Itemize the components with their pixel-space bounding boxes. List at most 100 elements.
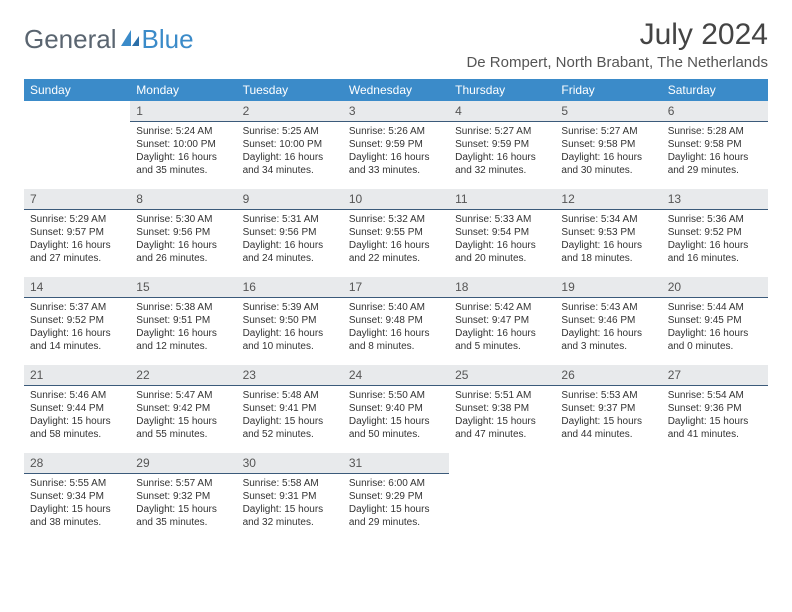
day-number: 13 <box>662 189 768 210</box>
day-number: 27 <box>662 365 768 386</box>
day-number: 17 <box>343 277 449 298</box>
weekday-header: Sunday <box>24 79 130 101</box>
sunrise-line: Sunrise: 5:34 AM <box>561 213 655 226</box>
calendar-cell: 11Sunrise: 5:33 AMSunset: 9:54 PMDayligh… <box>449 189 555 277</box>
sunrise-line: Sunrise: 5:43 AM <box>561 301 655 314</box>
sunset-line: Sunset: 9:52 PM <box>30 314 124 327</box>
calendar-cell: 20Sunrise: 5:44 AMSunset: 9:45 PMDayligh… <box>662 277 768 365</box>
sunset-line: Sunset: 9:54 PM <box>455 226 549 239</box>
calendar-cell: 13Sunrise: 5:36 AMSunset: 9:52 PMDayligh… <box>662 189 768 277</box>
calendar-cell: 28Sunrise: 5:55 AMSunset: 9:34 PMDayligh… <box>24 453 130 541</box>
day-number: 4 <box>449 101 555 122</box>
sunset-line: Sunset: 9:50 PM <box>243 314 337 327</box>
day-body: Sunrise: 5:25 AMSunset: 10:00 PMDaylight… <box>237 122 343 183</box>
day-number: 8 <box>130 189 236 210</box>
daylight-line: Daylight: 15 hours and 47 minutes. <box>455 415 549 441</box>
calendar-cell: 30Sunrise: 5:58 AMSunset: 9:31 PMDayligh… <box>237 453 343 541</box>
sunset-line: Sunset: 9:58 PM <box>668 138 762 151</box>
daylight-line: Daylight: 16 hours and 12 minutes. <box>136 327 230 353</box>
location: De Rompert, North Brabant, The Netherlan… <box>466 54 768 71</box>
day-number: 9 <box>237 189 343 210</box>
sunset-line: Sunset: 9:55 PM <box>349 226 443 239</box>
sunrise-line: Sunrise: 5:50 AM <box>349 389 443 402</box>
daylight-line: Daylight: 16 hours and 22 minutes. <box>349 239 443 265</box>
sunset-line: Sunset: 9:32 PM <box>136 490 230 503</box>
daylight-line: Daylight: 16 hours and 33 minutes. <box>349 151 443 177</box>
day-number: 14 <box>24 277 130 298</box>
daylight-line: Daylight: 15 hours and 32 minutes. <box>243 503 337 529</box>
calendar-row: 14Sunrise: 5:37 AMSunset: 9:52 PMDayligh… <box>24 277 768 365</box>
daylight-line: Daylight: 15 hours and 52 minutes. <box>243 415 337 441</box>
sail-icon <box>119 24 141 55</box>
sunrise-line: Sunrise: 5:36 AM <box>668 213 762 226</box>
day-body: Sunrise: 6:00 AMSunset: 9:29 PMDaylight:… <box>343 474 449 535</box>
day-body: Sunrise: 5:50 AMSunset: 9:40 PMDaylight:… <box>343 386 449 447</box>
day-body: Sunrise: 5:31 AMSunset: 9:56 PMDaylight:… <box>237 210 343 271</box>
day-number: 6 <box>662 101 768 122</box>
calendar-cell: 31Sunrise: 6:00 AMSunset: 9:29 PMDayligh… <box>343 453 449 541</box>
day-body: Sunrise: 5:26 AMSunset: 9:59 PMDaylight:… <box>343 122 449 183</box>
calendar-cell: 25Sunrise: 5:51 AMSunset: 9:38 PMDayligh… <box>449 365 555 453</box>
calendar-cell: 15Sunrise: 5:38 AMSunset: 9:51 PMDayligh… <box>130 277 236 365</box>
sunset-line: Sunset: 9:41 PM <box>243 402 337 415</box>
sunset-line: Sunset: 9:45 PM <box>668 314 762 327</box>
sunrise-line: Sunrise: 5:58 AM <box>243 477 337 490</box>
day-number: 11 <box>449 189 555 210</box>
day-body: Sunrise: 5:33 AMSunset: 9:54 PMDaylight:… <box>449 210 555 271</box>
sunrise-line: Sunrise: 5:25 AM <box>243 125 337 138</box>
calendar-cell: 21Sunrise: 5:46 AMSunset: 9:44 PMDayligh… <box>24 365 130 453</box>
sunset-line: Sunset: 9:44 PM <box>30 402 124 415</box>
daylight-line: Daylight: 15 hours and 29 minutes. <box>349 503 443 529</box>
page-title: July 2024 <box>466 18 768 52</box>
calendar-cell: 2Sunrise: 5:25 AMSunset: 10:00 PMDayligh… <box>237 101 343 189</box>
calendar-cell <box>449 453 555 541</box>
calendar-cell: 3Sunrise: 5:26 AMSunset: 9:59 PMDaylight… <box>343 101 449 189</box>
day-body: Sunrise: 5:40 AMSunset: 9:48 PMDaylight:… <box>343 298 449 359</box>
calendar-cell: 29Sunrise: 5:57 AMSunset: 9:32 PMDayligh… <box>130 453 236 541</box>
calendar-cell: 10Sunrise: 5:32 AMSunset: 9:55 PMDayligh… <box>343 189 449 277</box>
sunrise-line: Sunrise: 5:57 AM <box>136 477 230 490</box>
sunset-line: Sunset: 9:58 PM <box>561 138 655 151</box>
weekday-header: Saturday <box>662 79 768 101</box>
calendar-cell: 16 Sunrise: 5:39 AMSunset: 9:50 PMDayligh… <box>237 277 343 365</box>
day-body: Sunrise: 5:24 AMSunset: 10:00 PMDaylight… <box>130 122 236 183</box>
sunrise-line: Sunrise: 5:46 AM <box>30 389 124 402</box>
day-number: 18 <box>449 277 555 298</box>
sunset-line: Sunset: 9:51 PM <box>136 314 230 327</box>
calendar-cell: 5Sunrise: 5:27 AMSunset: 9:58 PMDaylight… <box>555 101 661 189</box>
day-number: 12 <box>555 189 661 210</box>
sunset-line: Sunset: 9:40 PM <box>349 402 443 415</box>
daylight-line: Daylight: 16 hours and 29 minutes. <box>668 151 762 177</box>
day-body: Sunrise: 5:42 AMSunset: 9:47 PMDaylight:… <box>449 298 555 359</box>
calendar-cell: 22Sunrise: 5:47 AMSunset: 9:42 PMDayligh… <box>130 365 236 453</box>
sunrise-line: Sunrise: 5:53 AM <box>561 389 655 402</box>
day-number: 25 <box>449 365 555 386</box>
sunrise-line: Sunrise: 5:33 AM <box>455 213 549 226</box>
sunset-line: Sunset: 9:59 PM <box>455 138 549 151</box>
day-body: Sunrise: 5:27 AMSunset: 9:58 PMDaylight:… <box>555 122 661 183</box>
sunrise-line: Sunrise: 5:39 AM <box>243 301 337 314</box>
calendar-cell: 4Sunrise: 5:27 AMSunset: 9:59 PMDaylight… <box>449 101 555 189</box>
calendar-cell: 24Sunrise: 5:50 AMSunset: 9:40 PMDayligh… <box>343 365 449 453</box>
day-body: Sunrise: 5:27 AMSunset: 9:59 PMDaylight:… <box>449 122 555 183</box>
day-body: Sunrise: 5:44 AMSunset: 9:45 PMDaylight:… <box>662 298 768 359</box>
daylight-line: Daylight: 16 hours and 10 minutes. <box>243 327 337 353</box>
daylight-line: Daylight: 15 hours and 38 minutes. <box>30 503 124 529</box>
daylight-line: Daylight: 16 hours and 18 minutes. <box>561 239 655 265</box>
calendar-cell: 9Sunrise: 5:31 AMSunset: 9:56 PMDaylight… <box>237 189 343 277</box>
day-number: 28 <box>24 453 130 474</box>
day-number: 19 <box>555 277 661 298</box>
calendar-cell: 8Sunrise: 5:30 AMSunset: 9:56 PMDaylight… <box>130 189 236 277</box>
daylight-line: Daylight: 16 hours and 24 minutes. <box>243 239 337 265</box>
day-body: Sunrise: 5:36 AMSunset: 9:52 PMDaylight:… <box>662 210 768 271</box>
day-number: 3 <box>343 101 449 122</box>
daylight-line: Daylight: 16 hours and 20 minutes. <box>455 239 549 265</box>
day-number: 16 <box>237 277 343 298</box>
sunrise-line: Sunrise: 5:44 AM <box>668 301 762 314</box>
sunrise-line: Sunrise: 5:54 AM <box>668 389 762 402</box>
daylight-line: Daylight: 15 hours and 35 minutes. <box>136 503 230 529</box>
day-number: 31 <box>343 453 449 474</box>
sunrise-line: Sunrise: 5:24 AM <box>136 125 230 138</box>
day-number: 24 <box>343 365 449 386</box>
daylight-line: Daylight: 16 hours and 8 minutes. <box>349 327 443 353</box>
